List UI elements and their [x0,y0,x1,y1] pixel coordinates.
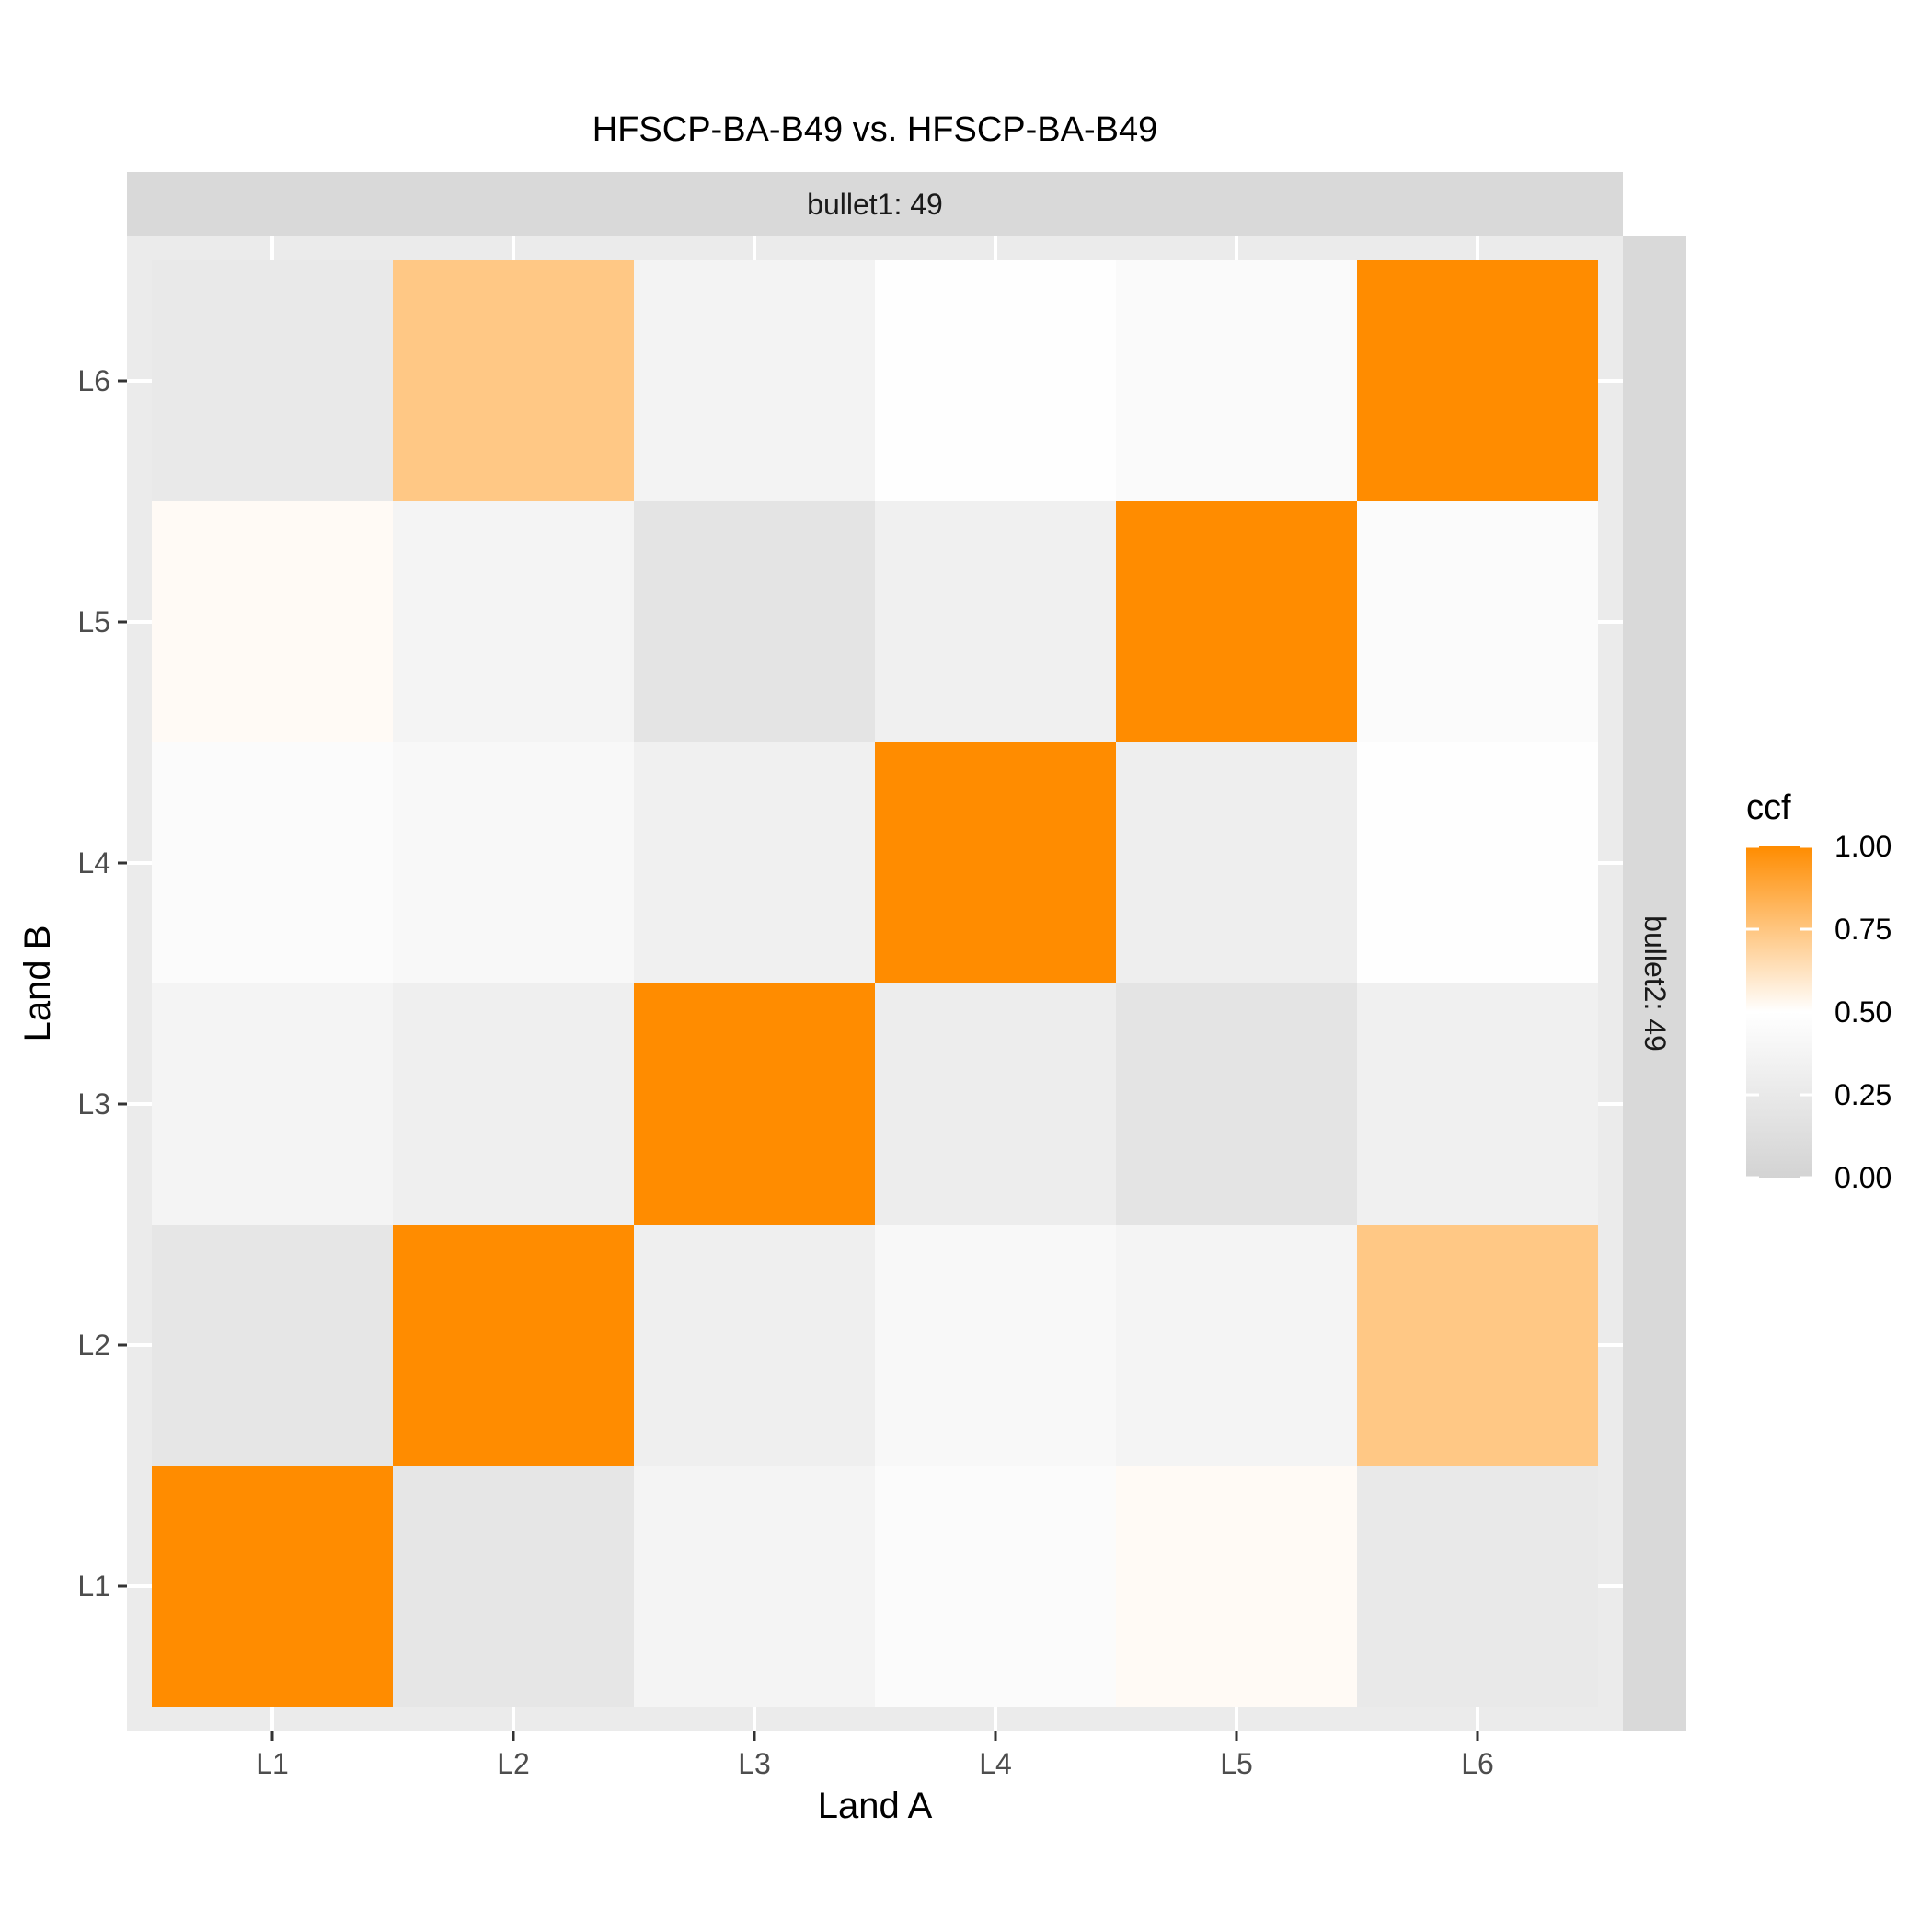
heatmap-cell-L4-L3 [875,983,1116,1225]
x-axis-title: Land A [818,1786,933,1826]
y-axis-title: Land B [17,926,58,1042]
heatmap-cell-L3-L3 [634,983,875,1225]
heatmap-cell-L6-L2 [1357,1225,1598,1466]
heatmap-cells [152,260,1598,1707]
y-tick-label: L4 [77,846,110,880]
facet-strip-right [1623,236,1686,1731]
heatmap-cell-L5-L2 [1116,1225,1357,1466]
heatmap-cell-L5-L3 [1116,983,1357,1225]
heatmap-cell-L2-L1 [393,1466,634,1707]
heatmap-cell-L3-L1 [634,1466,875,1707]
heatmap-cell-L3-L4 [634,742,875,983]
heatmap-cell-L5-L1 [1116,1466,1357,1707]
facet-strip-right-label: bullet2: 49 [1639,915,1672,1052]
heatmap-cell-L5-L6 [1116,260,1357,501]
heatmap-cell-L5-L4 [1116,742,1357,983]
x-tick-label: L2 [497,1747,530,1780]
heatmap-cell-L6-L1 [1357,1466,1598,1707]
heatmap-cell-L3-L5 [634,501,875,742]
heatmap-cell-L3-L6 [634,260,875,501]
x-axis: L1 L2 L3 L4 L5 L6 [256,1731,1494,1780]
legend-tick-label: 0.75 [1834,913,1892,946]
heatmap-cell-L1-L5 [152,501,393,742]
legend-ticks: 0.00 0.25 0.50 0.75 1.00 [1746,830,1892,1194]
y-tick-label: L2 [77,1328,110,1362]
heatmap-cell-L6-L3 [1357,983,1598,1225]
legend-tick-label: 1.00 [1834,830,1892,863]
heatmap-cell-L4-L6 [875,260,1116,501]
legend-tick-label: 0.00 [1834,1161,1892,1194]
x-tick-label: L6 [1461,1747,1494,1780]
heatmap-cell-L2-L4 [393,742,634,983]
heatmap-cell-L5-L5 [1116,501,1357,742]
heatmap-cell-L1-L3 [152,983,393,1225]
heatmap-cell-L1-L4 [152,742,393,983]
heatmap-cell-L6-L4 [1357,742,1598,983]
heatmap-cell-L1-L1 [152,1466,393,1707]
heatmap-cell-L6-L5 [1357,501,1598,742]
y-axis: L1 L2 L3 L4 L5 L6 [77,364,127,1603]
legend: ccf 0.00 0.25 0.50 0.75 1.00 [1746,788,1892,1194]
y-tick-label: L6 [77,364,110,397]
y-tick-label: L3 [77,1087,110,1121]
heatmap-cell-L3-L2 [634,1225,875,1466]
x-tick-label: L1 [256,1747,289,1780]
chart-title: HFSCP-BA-B49 vs. HFSCP-BA-B49 [592,110,1157,149]
heatmap-cell-L4-L5 [875,501,1116,742]
heatmap-cell-L1-L6 [152,260,393,501]
heatmap-cell-L2-L5 [393,501,634,742]
y-tick-label: L5 [77,605,110,638]
y-tick-label: L1 [77,1570,110,1603]
heatmap-cell-L1-L2 [152,1225,393,1466]
facet-strip-top [127,172,1623,236]
heatmap-cell-L2-L3 [393,983,634,1225]
x-tick-label: L4 [979,1747,1012,1780]
heatmap-cell-L2-L2 [393,1225,634,1466]
heatmap-cell-L6-L6 [1357,260,1598,501]
legend-tick-label: 0.25 [1834,1078,1892,1111]
heatmap-cell-L2-L6 [393,260,634,501]
facet-strip-top-label: bullet1: 49 [807,188,943,221]
heatmap-cell-L4-L4 [875,742,1116,983]
heatmap-cell-L4-L2 [875,1225,1116,1466]
legend-tick-label: 0.50 [1834,995,1892,1029]
x-tick-label: L3 [738,1747,771,1780]
x-tick-label: L5 [1220,1747,1253,1780]
legend-title: ccf [1746,788,1791,827]
heatmap-cell-L4-L1 [875,1466,1116,1707]
